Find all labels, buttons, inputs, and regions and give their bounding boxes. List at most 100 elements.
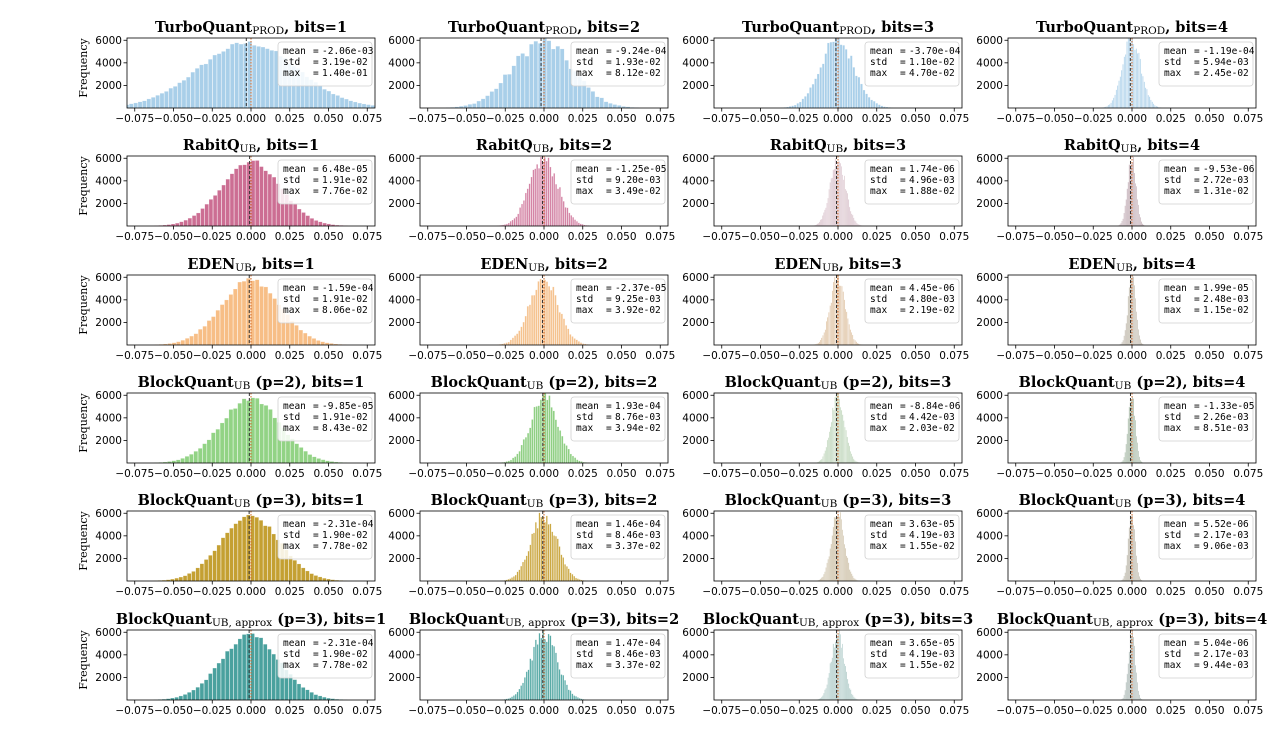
y-tick-label: 6000 <box>682 508 709 520</box>
histogram-bar <box>267 649 272 701</box>
stat-equals: = <box>900 305 906 316</box>
title-subscript: UB, approx <box>799 617 859 629</box>
histogram-bar <box>846 311 848 346</box>
stats-box-background <box>570 514 666 560</box>
histogram-bar <box>242 634 247 701</box>
histogram-bar <box>216 662 221 701</box>
histogram-bar <box>195 687 200 701</box>
title-subscript: UB <box>827 143 844 155</box>
histogram-bar <box>524 55 530 109</box>
histogram-bar <box>838 516 840 582</box>
stat-equals: = <box>606 660 612 671</box>
stat-value-max: 2.19e-02 <box>909 305 955 316</box>
x-tick-label: 0.050 <box>313 468 343 480</box>
histogram-bar <box>560 674 563 701</box>
histogram-bar <box>844 49 848 109</box>
stat-label-max: max <box>870 68 887 79</box>
stat-equals: = <box>606 530 612 541</box>
histogram-bar <box>1140 460 1142 464</box>
histogram-bar <box>1138 52 1140 109</box>
x-tick-label: 0.075 <box>939 113 969 125</box>
histogram-bar <box>1136 199 1139 227</box>
subplot-18: BlockQuantUB (p=3), bits=2 2000 4000 6000 −0… <box>388 492 675 598</box>
x-tick-label: 0.075 <box>352 468 382 480</box>
histogram-bar <box>191 571 196 582</box>
histogram-bar <box>818 341 821 346</box>
histogram-bar <box>555 46 560 109</box>
stats-box-background <box>277 278 373 324</box>
title-suffix: , bits=2 <box>549 137 612 154</box>
histogram-bar <box>558 546 561 582</box>
x-tick-label: −0.075 <box>996 231 1035 243</box>
stats-box: mean = -9.85e-05 std = 1.91e-02 max = 8.43e-02 <box>277 396 373 442</box>
histogram-bar <box>183 219 188 227</box>
stat-label-std: std <box>1164 530 1181 541</box>
histogram-bar <box>1124 54 1127 109</box>
stats-box: mean = 6.48e-05 std = 1.91e-02 max = 7.76e-02 <box>277 159 373 205</box>
stat-label-mean: mean <box>576 519 599 530</box>
histogram-bar <box>831 657 833 701</box>
stat-label-max: max <box>1164 423 1181 434</box>
histogram-bar <box>228 294 234 346</box>
subplot-11: EDENUB, bits=3 2000 4000 6000 −0.075 −0.050 −0… <box>682 256 969 362</box>
histogram-bar <box>827 437 829 464</box>
stats-box-background <box>570 159 666 205</box>
title-suffix: , bits=4 <box>1133 256 1196 273</box>
stats-box: mean = -1.19e-04 std = 5.94e-03 max = 2.45e-02 <box>1158 41 1255 87</box>
y-tick-label: 4000 <box>95 176 122 188</box>
histogram-bar <box>824 53 828 109</box>
y-tick-label: 4000 <box>95 650 122 662</box>
title-main: BlockQuant <box>1019 374 1115 391</box>
histogram-bar <box>832 41 835 109</box>
histogram-bar <box>527 550 530 582</box>
histogram-bar <box>1109 104 1111 109</box>
histogram-bar <box>1138 450 1140 464</box>
histogram-bar <box>216 544 221 582</box>
histogram-bar <box>806 93 810 109</box>
histogram-bar <box>537 405 540 464</box>
x-tick-label: −0.050 <box>741 705 780 717</box>
title-subscript: PROD <box>545 25 577 37</box>
histogram-bar <box>307 335 312 346</box>
histogram-bar <box>841 409 843 464</box>
stat-equals: = <box>900 423 906 434</box>
histogram-bar <box>507 341 510 346</box>
histogram-bar <box>263 525 268 582</box>
stat-value-std: 1.90e-02 <box>322 530 368 541</box>
histogram-bar <box>845 429 847 464</box>
x-tick-label: −0.075 <box>115 231 154 243</box>
stat-equals: = <box>606 283 612 294</box>
histogram-bar <box>853 338 855 346</box>
histogram-bar <box>826 202 828 227</box>
x-tick-label: 0.075 <box>645 468 675 480</box>
histogram-bar <box>555 652 557 701</box>
histogram-bar <box>271 533 276 582</box>
x-tick-label: 0.000 <box>1117 113 1147 125</box>
histogram-bar <box>1147 94 1149 109</box>
histogram-bar <box>1122 218 1124 227</box>
y-tick-label: 4000 <box>682 531 709 543</box>
histogram-bar <box>567 689 570 701</box>
histogram-bar <box>855 75 858 109</box>
histogram-bar <box>848 199 850 227</box>
x-tick-label: 0.000 <box>236 586 266 598</box>
histogram-bar <box>1143 81 1145 109</box>
x-tick-label: 0.050 <box>900 468 930 480</box>
stat-equals: = <box>313 68 319 79</box>
y-tick-label: 4000 <box>95 413 122 425</box>
y-tick-label: 6000 <box>388 153 415 165</box>
histogram-bar <box>1126 554 1128 582</box>
stats-box-background <box>1158 41 1254 87</box>
x-tick-label: 0.025 <box>568 705 598 717</box>
histogram-bar <box>547 633 550 701</box>
stats-box: mean = 1.46e-04 std = 8.46e-03 max = 3.37e-02 <box>570 514 666 560</box>
histogram-bar <box>552 286 555 346</box>
stats-box: mean = 3.65e-05 std = 4.19e-03 max = 1.55e-02 <box>864 633 960 679</box>
stat-label-std: std <box>283 57 300 68</box>
histogram-bar <box>1134 665 1136 701</box>
stat-value-max: 9.44e-03 <box>1203 660 1249 671</box>
stat-value-std: 1.91e-02 <box>322 412 368 423</box>
histogram-bar <box>856 222 858 227</box>
x-tick-label: −0.025 <box>780 468 819 480</box>
histogram-bar <box>215 429 220 464</box>
